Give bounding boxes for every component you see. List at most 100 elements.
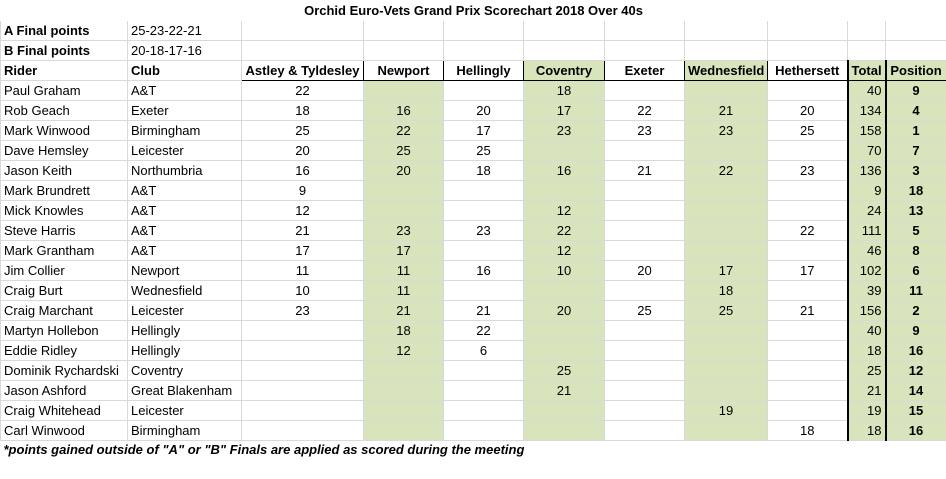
club: Hellingly bbox=[127, 320, 242, 341]
rider-row: Mark Brundrett A&T 9 9 18 bbox=[0, 180, 946, 201]
points bbox=[684, 320, 768, 341]
rider-row: Dave Hemsley Leicester 20 25 25 70 7 bbox=[0, 140, 946, 161]
finals-label: A Final points bbox=[0, 20, 128, 41]
position: 8 bbox=[884, 240, 946, 261]
points: 23 bbox=[767, 160, 848, 181]
total: 40 bbox=[846, 320, 887, 341]
empty-cell bbox=[847, 40, 886, 61]
points bbox=[523, 180, 605, 201]
points bbox=[443, 420, 524, 441]
position: 9 bbox=[884, 80, 946, 101]
column-header: Hellingly bbox=[443, 60, 524, 81]
points: 25 bbox=[767, 120, 848, 141]
rider: Craig Whitehead bbox=[0, 400, 128, 421]
points bbox=[443, 380, 524, 401]
points: 20 bbox=[604, 260, 685, 281]
header-row: Rider Club Astley & Tyldesley Newport Hellin… bbox=[0, 60, 946, 81]
club: Wednesfield bbox=[127, 280, 242, 301]
total: 18 bbox=[846, 420, 887, 441]
rider: Martyn Hollebon bbox=[0, 320, 128, 341]
rider-row: Rob Geach Exeter 18 16 20 17 22 21 20 134 4 bbox=[0, 100, 946, 121]
points bbox=[684, 380, 768, 401]
points: 25 bbox=[363, 140, 444, 161]
total: 102 bbox=[846, 260, 887, 281]
position: 3 bbox=[884, 160, 946, 181]
points: 20 bbox=[363, 160, 444, 181]
points: 11 bbox=[363, 280, 444, 301]
rider: Jason Ashford bbox=[0, 380, 128, 401]
points: 20 bbox=[241, 140, 364, 161]
points bbox=[443, 400, 524, 421]
rider-row: Mick Knowles A&T 12 12 24 13 bbox=[0, 200, 946, 221]
points bbox=[241, 400, 364, 421]
column-header: Wednesfield bbox=[684, 60, 768, 81]
club: Leicester bbox=[127, 400, 242, 421]
club: A&T bbox=[127, 180, 242, 201]
rider-row: Steve Harris A&T 21 23 23 22 22 111 5 bbox=[0, 220, 946, 241]
rider: Steve Harris bbox=[0, 220, 128, 241]
rider: Dave Hemsley bbox=[0, 140, 128, 161]
rider-row: Jim Collier Newport 11 11 16 10 20 17 17 102 6 bbox=[0, 260, 946, 281]
points: 23 bbox=[363, 220, 444, 241]
points: 25 bbox=[604, 300, 685, 321]
points bbox=[523, 280, 605, 301]
points bbox=[767, 320, 848, 341]
rider-row: Craig Whitehead Leicester 19 19 15 bbox=[0, 400, 946, 421]
points: 20 bbox=[443, 100, 524, 121]
points: 23 bbox=[241, 300, 364, 321]
points bbox=[604, 240, 685, 261]
points: 12 bbox=[241, 200, 364, 221]
total: 158 bbox=[846, 120, 887, 141]
rider: Mark Winwood bbox=[0, 120, 128, 141]
points bbox=[523, 140, 605, 161]
empty-cell bbox=[847, 20, 886, 41]
total: 39 bbox=[846, 280, 887, 301]
points: 16 bbox=[363, 100, 444, 121]
points: 16 bbox=[443, 260, 524, 281]
points bbox=[684, 200, 768, 221]
rider-row: Eddie Ridley Hellingly 12 6 18 16 bbox=[0, 340, 946, 361]
points: 18 bbox=[684, 280, 768, 301]
rider-row: Jason Keith Northumbria 16 20 18 16 21 22 23 136 3 bbox=[0, 160, 946, 181]
points bbox=[767, 180, 848, 201]
total: 111 bbox=[846, 220, 887, 241]
points bbox=[443, 80, 524, 101]
empty-cell bbox=[684, 20, 768, 41]
points bbox=[767, 280, 848, 301]
position: 13 bbox=[884, 200, 946, 221]
points bbox=[604, 80, 685, 101]
position: 6 bbox=[884, 260, 946, 281]
empty-cell bbox=[363, 20, 444, 41]
position: 14 bbox=[884, 380, 946, 401]
rider-row: Carl Winwood Birmingham 18 18 16 bbox=[0, 420, 946, 441]
points: 25 bbox=[241, 120, 364, 141]
points bbox=[443, 360, 524, 381]
points: 16 bbox=[523, 160, 605, 181]
points: 25 bbox=[684, 300, 768, 321]
points bbox=[767, 240, 848, 261]
points: 12 bbox=[523, 240, 605, 261]
total: 136 bbox=[846, 160, 887, 181]
rider: Paul Graham bbox=[0, 80, 128, 101]
points bbox=[443, 280, 524, 301]
empty-cell bbox=[767, 40, 848, 61]
total: 70 bbox=[846, 140, 887, 161]
points: 20 bbox=[523, 300, 605, 321]
points bbox=[684, 340, 768, 361]
column-header: Hethersett bbox=[767, 60, 848, 81]
points bbox=[767, 340, 848, 361]
points: 17 bbox=[241, 240, 364, 261]
total: 18 bbox=[846, 340, 887, 361]
points bbox=[604, 340, 685, 361]
points: 23 bbox=[523, 120, 605, 141]
club: Leicester bbox=[127, 300, 242, 321]
points: 25 bbox=[443, 140, 524, 161]
points: 22 bbox=[604, 100, 685, 121]
club: Leicester bbox=[127, 140, 242, 161]
points bbox=[363, 420, 444, 441]
total: 46 bbox=[846, 240, 887, 261]
points bbox=[363, 400, 444, 421]
points: 25 bbox=[523, 360, 605, 381]
total: 21 bbox=[846, 380, 887, 401]
column-header: Coventry bbox=[523, 60, 605, 81]
